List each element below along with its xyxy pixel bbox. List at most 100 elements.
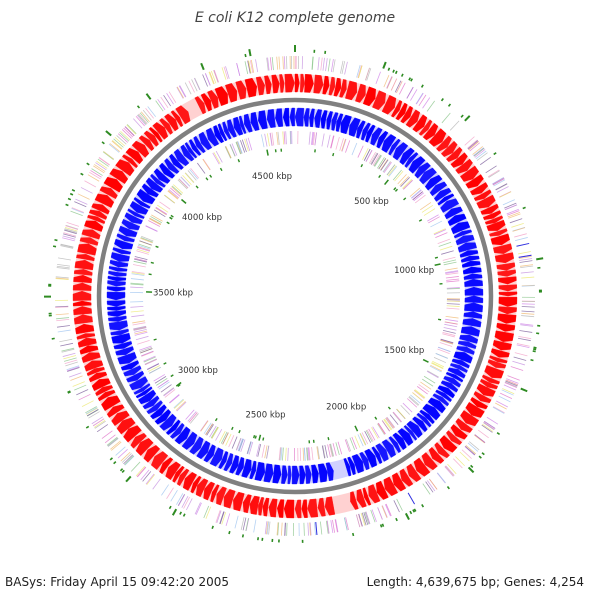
cog-tick [81, 400, 94, 408]
cog-tick [437, 472, 446, 484]
gene-arrow [229, 455, 239, 474]
cog-tick [176, 401, 187, 412]
cog-tick [178, 85, 186, 98]
gene-arrow [233, 491, 245, 512]
cog-tick [137, 466, 147, 478]
gene-arrow [476, 383, 496, 397]
cog-tick [64, 359, 78, 365]
gene-arrow [399, 468, 414, 487]
cog-tick [322, 445, 326, 459]
cog-tick [221, 512, 227, 525]
cog-tick [412, 191, 423, 201]
cog-tick [185, 409, 195, 420]
cog-tick [104, 434, 116, 444]
cog-tick [280, 447, 283, 461]
gene-arrow [336, 113, 344, 132]
cog-tick [212, 152, 220, 165]
feature-tick [467, 466, 475, 474]
gene-arrow [370, 127, 383, 146]
cog-tick [135, 335, 149, 341]
cog-tick [516, 343, 530, 347]
feature-tick [109, 457, 113, 461]
gene-arrow [143, 445, 161, 463]
cog-tick [381, 505, 388, 518]
gene-arrow [484, 365, 505, 379]
cog-tick [406, 398, 418, 408]
gene-arrow [464, 286, 484, 296]
cog-tick [446, 280, 460, 283]
gene-arrow [268, 498, 278, 518]
gene-arrow [107, 306, 126, 311]
gene-arrow [262, 497, 270, 517]
cog-tick [392, 411, 402, 423]
kbp-tick-mark [422, 358, 429, 363]
gene-arrow [114, 238, 134, 250]
cog-tick [330, 443, 335, 457]
gene-arrow [218, 451, 229, 470]
gene-arrow [432, 393, 450, 407]
gene-arrow [99, 186, 118, 200]
gene-arrow [283, 499, 295, 519]
cog-tick [171, 186, 182, 196]
feature-tick [171, 508, 178, 516]
cog-tick [365, 511, 371, 525]
cog-tick [446, 307, 460, 310]
cog-tick [160, 384, 172, 393]
gene-arrow [486, 219, 506, 231]
gene-arrow [118, 225, 138, 237]
gene-arrow [146, 400, 163, 415]
cog-tick [306, 447, 308, 461]
gene-arrow [159, 413, 177, 431]
feature-tick [460, 114, 464, 118]
gene-arrow [121, 154, 138, 169]
cog-tick [315, 522, 318, 536]
gene-arrow [414, 162, 431, 179]
cog-tick [77, 193, 90, 200]
cog-tick [66, 366, 80, 372]
gene-arrow [217, 123, 228, 142]
gene-arrow [115, 159, 135, 177]
gene-arrow [489, 355, 508, 364]
cog-tick [387, 165, 397, 177]
backbone-ring [96, 97, 494, 495]
gene-arrow [440, 140, 458, 158]
cog-tick [421, 204, 434, 213]
cog-tick [440, 339, 454, 344]
forward-strand-genes-track [72, 73, 518, 519]
feature-tick [387, 406, 391, 410]
gene-arrow [117, 351, 137, 365]
gene-arrow [254, 461, 266, 482]
cog-tick [474, 149, 486, 158]
cog-tick [178, 494, 186, 507]
cog-tick [399, 176, 409, 187]
feature-tick [237, 159, 241, 163]
cog-tick [213, 69, 220, 83]
cog-tick [220, 431, 228, 444]
cog-tick [124, 455, 134, 466]
cog-tick [60, 244, 74, 248]
gene-arrow [371, 446, 383, 465]
cog-tick [143, 355, 156, 362]
gene-arrow [113, 341, 133, 350]
gene-arrow [76, 333, 96, 340]
cog-tick [370, 509, 376, 523]
cog-tick [168, 189, 180, 199]
feature-tick [413, 508, 417, 512]
gene-arrow [150, 451, 169, 470]
cog-tick [383, 74, 390, 88]
cog-tick [314, 522, 316, 536]
cog-tick [132, 264, 146, 268]
cog-tick [442, 330, 456, 334]
gene-arrow [498, 306, 517, 315]
gene-arrow [165, 461, 181, 481]
cog-tick [250, 59, 255, 73]
feature-tick [166, 221, 170, 225]
feature-tick [121, 469, 125, 474]
gene-arrow [263, 463, 274, 483]
cog-tick [431, 362, 444, 370]
cog-tick [191, 79, 198, 92]
cog-tick [91, 416, 104, 425]
cog-tick [380, 159, 389, 171]
gene-arrow [497, 313, 517, 324]
gene-arrow [258, 110, 268, 130]
